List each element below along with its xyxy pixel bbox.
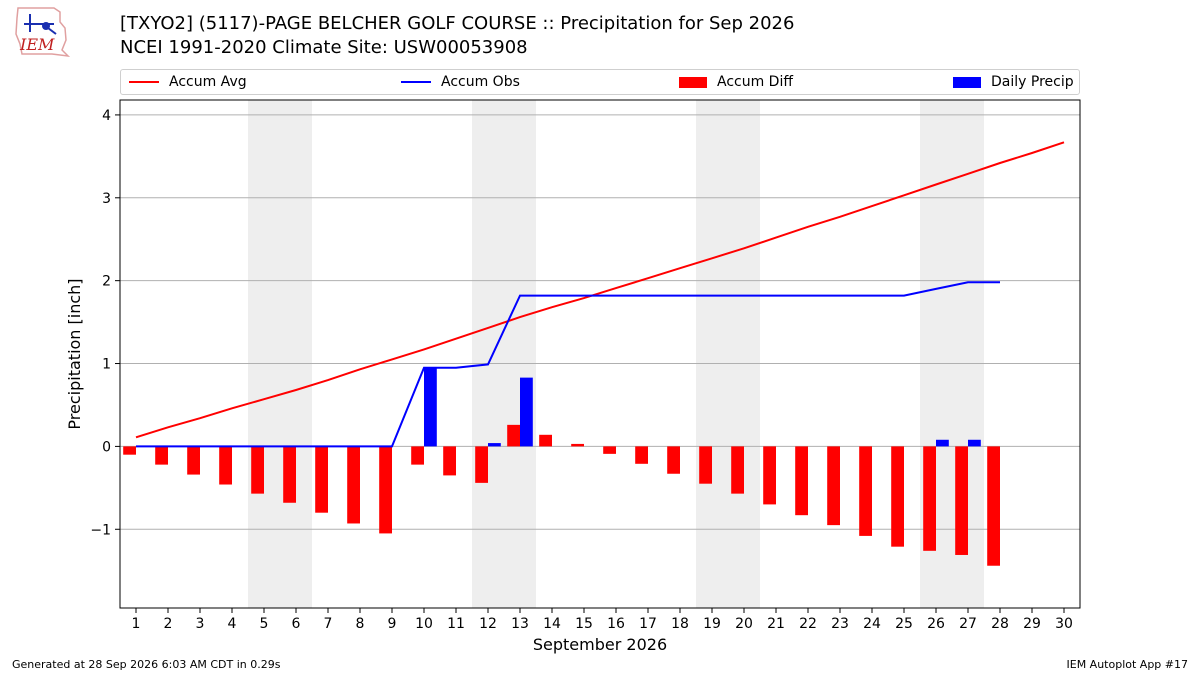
- accum-diff-bar: [539, 434, 552, 447]
- x-tick-label: 30: [1055, 616, 1073, 632]
- accum-diff-bar: [827, 446, 840, 526]
- x-tick-label: 8: [356, 616, 365, 632]
- legend-swatch: [953, 76, 981, 88]
- accum-diff-bar: [763, 446, 776, 505]
- accum-diff-bar: [923, 446, 936, 551]
- accum-diff-bar: [347, 446, 360, 524]
- x-tick-label: 7: [324, 616, 333, 632]
- accum-diff-bar: [955, 446, 968, 555]
- x-tick-label: 22: [799, 616, 817, 632]
- y-tick-label: 0: [102, 439, 111, 455]
- legend-swatch: [679, 76, 707, 88]
- chart-title-block: [TXYO2] (5117)-PAGE BELCHER GOLF COURSE …: [120, 12, 794, 60]
- x-tick-label: 10: [415, 616, 433, 632]
- weekend-shade: [248, 100, 312, 608]
- legend-label: Accum Diff: [717, 74, 794, 90]
- x-tick-label: 17: [639, 616, 657, 632]
- daily-precip-bar: [488, 443, 501, 447]
- accum-diff-bar: [123, 446, 136, 455]
- chart-title: [TXYO2] (5117)-PAGE BELCHER GOLF COURSE …: [120, 13, 795, 34]
- accum-diff-bar: [187, 446, 200, 475]
- accum-avg-line: [135, 141, 1065, 439]
- x-tick-label: 13: [511, 616, 529, 632]
- y-tick-label: 3: [102, 191, 111, 207]
- x-tick-label: 26: [927, 616, 945, 632]
- x-tick-label: 12: [479, 616, 497, 632]
- x-tick-label: 11: [447, 616, 465, 632]
- x-tick-label: 23: [831, 616, 849, 632]
- accum-diff-bar: [731, 446, 744, 494]
- legend-swatch: [129, 81, 159, 83]
- x-tick-label: 3: [196, 616, 205, 632]
- x-axis-label: September 2026: [533, 635, 667, 654]
- legend-item-daily-precip: Daily Precip: [953, 70, 1074, 94]
- legend-item-accum-diff: Accum Diff: [679, 70, 793, 94]
- accum-diff-bar: [411, 446, 424, 465]
- x-tick-label: 2: [164, 616, 173, 632]
- accum-diff-bar: [443, 446, 456, 476]
- legend-label: Daily Precip: [991, 74, 1074, 90]
- accum-diff-bar: [891, 446, 904, 547]
- x-tick-label: 28: [991, 616, 1009, 632]
- x-tick-label: 18: [671, 616, 689, 632]
- app-credit: IEM Autoplot App #17: [1066, 658, 1189, 671]
- chart-subtitle: NCEI 1991-2020 Climate Site: USW00053908: [120, 37, 528, 58]
- x-tick-label: 9: [388, 616, 397, 632]
- daily-precip-bar: [968, 439, 981, 447]
- x-tick-label: 14: [543, 616, 561, 632]
- y-tick-label: −1: [90, 522, 111, 538]
- svg-text:IEM: IEM: [19, 35, 55, 54]
- y-tick-label: 1: [102, 357, 111, 373]
- accum-diff-bar: [571, 443, 584, 447]
- x-tick-label: 27: [959, 616, 977, 632]
- x-tick-label: 29: [1023, 616, 1041, 632]
- x-tick-label: 16: [607, 616, 625, 632]
- x-tick-label: 6: [292, 616, 301, 632]
- accum-diff-bar: [667, 446, 680, 474]
- accum-diff-bar: [283, 446, 296, 503]
- accum-obs-line: [136, 281, 1000, 448]
- accum-diff-bar: [379, 446, 392, 534]
- daily-precip-bar: [936, 439, 949, 447]
- accum-diff-bar: [251, 446, 264, 494]
- legend-item-accum-avg: Accum Avg: [129, 70, 247, 94]
- accum-diff-bar: [795, 446, 808, 516]
- plot-frame: [119, 99, 1081, 609]
- accum-diff-bar: [155, 446, 168, 465]
- daily-precip-bar: [424, 367, 437, 447]
- y-axis-label: Precipitation [inch]: [65, 278, 84, 429]
- accum-diff-bar: [475, 446, 488, 483]
- x-tick-label: 15: [575, 616, 593, 632]
- x-tick-label: 21: [767, 616, 785, 632]
- x-tick-label: 20: [735, 616, 753, 632]
- accum-diff-bar: [699, 446, 712, 484]
- x-tick-label: 1: [132, 616, 141, 632]
- daily-precip-bar: [520, 377, 533, 447]
- y-tick-label: 4: [102, 108, 111, 124]
- y-tick-label: 2: [102, 274, 111, 290]
- x-tick-label: 19: [703, 616, 721, 632]
- x-tick-label: 24: [863, 616, 881, 632]
- legend-swatch: [401, 81, 431, 83]
- x-tick-label: 4: [228, 616, 237, 632]
- legend-item-accum-obs: Accum Obs: [401, 70, 520, 94]
- accum-diff-bar: [507, 424, 520, 447]
- weekend-shade: [472, 100, 536, 608]
- legend-label: Accum Avg: [169, 74, 247, 90]
- accum-diff-bar: [987, 446, 1000, 566]
- x-tick-label: 5: [260, 616, 269, 632]
- accum-diff-bar: [315, 446, 328, 513]
- accum-diff-bar: [603, 446, 616, 454]
- accum-diff-bar: [635, 446, 648, 464]
- chart-legend: Accum Avg Accum Obs Accum Diff Daily Pre…: [120, 69, 1080, 95]
- iem-logo: IEM: [15, 7, 71, 58]
- weekend-shade: [696, 100, 760, 608]
- generated-timestamp: Generated at 28 Sep 2026 6:03 AM CDT in …: [12, 658, 281, 671]
- x-tick-label: 25: [895, 616, 913, 632]
- legend-label: Accum Obs: [441, 74, 520, 90]
- accum-diff-bar: [859, 446, 872, 536]
- accum-diff-bar: [219, 446, 232, 485]
